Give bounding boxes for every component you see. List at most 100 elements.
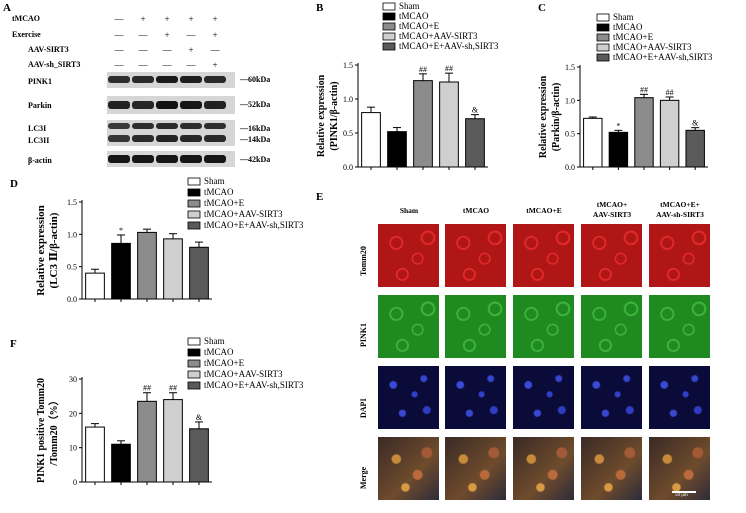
micrograph-pink1 (581, 295, 642, 358)
panel-label-b: B (316, 2, 324, 14)
condition-label-tmcao: tMCAO (12, 14, 40, 23)
y-tick-label: 0 (73, 478, 77, 487)
micrograph-tomm20 (581, 224, 642, 287)
y-tick-label: 0.0 (343, 163, 353, 172)
legend-label: tMCAO+E+AAV-sh,SIRT3 (613, 52, 713, 62)
micrograph-column-header: tMCAO+E (526, 206, 562, 215)
bar (189, 246, 209, 300)
blot-band (108, 155, 130, 163)
bar (111, 443, 131, 483)
bar-chart-lc3: Relative expression (LC3 Ⅱ/β-actin) 0.0 0.5… (35, 176, 304, 304)
legend-label: Sham (204, 336, 225, 346)
blot-band (108, 123, 130, 129)
legend-label: tMCAO+E (204, 198, 245, 208)
bar (163, 399, 183, 483)
y-axis-label: Relative expression (538, 75, 549, 158)
blot-band (132, 135, 154, 142)
kda-label-beta-actin: —42kDa (240, 155, 271, 164)
y-tick-label: 0.5 (343, 129, 353, 138)
micrograph-dapi (513, 366, 574, 429)
legend-label: tMCAO+E+AAV-sh,SIRT3 (204, 380, 304, 390)
blot-band (180, 101, 202, 109)
blot-band (180, 135, 202, 142)
legend-swatch (596, 13, 610, 22)
significance-mark: & (196, 413, 203, 422)
panel-label-d: D (10, 178, 18, 190)
micrograph-tomm20 (378, 224, 439, 287)
condition-mark: + (164, 30, 170, 40)
kda-label-parkin: —52kDa (240, 100, 271, 109)
condition-mark: — (114, 30, 124, 40)
bar (439, 81, 459, 168)
y-axis-label: (LC3 Ⅱ/β-actin) (48, 212, 60, 288)
blot-band (180, 155, 202, 163)
significance-mark: ## (640, 85, 648, 94)
blot-band (204, 155, 226, 163)
legend-swatch (187, 337, 201, 346)
protein-label-lc3i: LC3I (28, 124, 47, 133)
blot-band (132, 101, 154, 109)
condition-mark: — (162, 45, 172, 55)
micrograph-column-header: Sham (399, 206, 419, 215)
y-axis-label: Relative expression (35, 205, 47, 296)
bar-chart-pink1: Relative expression (PINK1/β-actin) 0.0 0.5… (316, 1, 499, 172)
blot-band (108, 76, 130, 83)
bar-chart-pink1-tomm20: PINK1 positive Tomm20/Tomm20（%） 0 10 20 30 ##… (36, 336, 304, 487)
condition-mark: — (162, 60, 172, 70)
significance-mark: & (692, 119, 699, 128)
micrograph-pink1 (649, 295, 710, 358)
legend-label: tMCAO+E (204, 358, 245, 368)
significance-mark: ## (419, 65, 427, 74)
significance-mark: ## (445, 64, 453, 73)
condition-label-exercise: Exercise (12, 30, 41, 39)
y-tick-label: 20 (69, 409, 77, 418)
y-tick-label: 1.0 (343, 95, 353, 104)
western-blot-panel: tMCAO Exercise AAV-SIRT3 AAV-sh_SIRT3 — +… (0, 0, 300, 175)
condition-mark: + (212, 14, 218, 24)
legend-label: tMCAO+AAV-SIRT3 (399, 31, 478, 41)
y-axis-label: /Tomm20（%） (47, 395, 60, 466)
bar (413, 80, 433, 168)
bar (685, 129, 705, 168)
micrograph-dapi (649, 366, 710, 429)
condition-mark: — (114, 60, 124, 70)
legend-label: Sham (204, 176, 225, 186)
micrograph-pink1 (378, 295, 439, 358)
y-tick-label: 0.5 (67, 263, 77, 272)
micrograph-dapi (378, 366, 439, 429)
bar (163, 238, 183, 300)
significance-mark: & (472, 106, 479, 115)
legend-swatch (382, 22, 396, 31)
bar (634, 97, 654, 168)
legend-label: tMCAO+AAV-SIRT3 (613, 42, 692, 52)
micrograph-tomm20 (513, 224, 574, 287)
bar (137, 231, 157, 300)
legend-swatch (382, 42, 396, 51)
micrograph-column-header: tMCAO (462, 206, 490, 215)
protein-label-lc3ii: LC3II (28, 136, 50, 145)
legend-label: tMCAO (399, 11, 429, 21)
micrograph-merge (581, 437, 642, 500)
legend-label: Sham (399, 1, 420, 11)
kda-label-lc3i: —16kDa (240, 124, 271, 133)
condition-mark: + (164, 14, 170, 24)
protein-label-beta-actin: β-actin (28, 156, 52, 165)
blot-band (204, 101, 226, 109)
bar (608, 131, 629, 168)
bar (85, 426, 105, 483)
y-tick-label: 0.0 (565, 163, 575, 172)
blot-band (132, 123, 154, 129)
micrograph-row-label: PINK1 (359, 323, 368, 347)
micrograph-row-label: DAPI (359, 398, 368, 418)
blot-band (132, 76, 154, 83)
panel-label-f: F (10, 338, 17, 350)
legend-label: Sham (613, 12, 634, 22)
y-axis-label: PINK1 positive Tomm20 (36, 378, 47, 483)
legend-label: tMCAO+AAV-SIRT3 (204, 209, 283, 219)
y-axis-label: (PINK1/β-actin) (329, 81, 340, 150)
micrograph-column-header: tMCAO+ AAV-SIRT3 (592, 200, 632, 219)
condition-mark: + (188, 45, 194, 55)
blot-band (156, 155, 178, 163)
legend-swatch (382, 2, 396, 11)
protein-label-pink1: PINK1 (28, 77, 52, 86)
